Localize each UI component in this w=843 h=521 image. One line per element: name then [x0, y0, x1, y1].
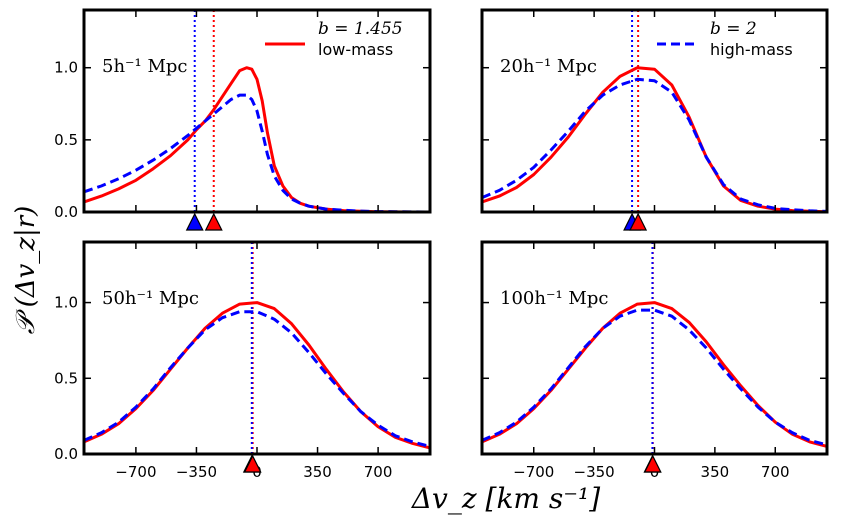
x-tick-label: −350 — [176, 463, 217, 481]
panel-title: 20h⁻¹ Mpc — [500, 56, 597, 77]
x-tick-label: −700 — [513, 463, 554, 481]
series-line-high-mass — [482, 308, 827, 447]
series-line-high-mass — [84, 310, 430, 448]
series-line-low-mass — [482, 301, 827, 448]
panel-frame — [82, 240, 432, 456]
panel-4: −700−3500350700100h⁻¹ Mpc — [480, 240, 829, 481]
x-axis-label: Δv_z [km s⁻¹] — [411, 482, 600, 515]
y-tick-label: 0.5 — [54, 131, 78, 149]
triangle-marker-low-mass — [643, 454, 662, 473]
series-line-high-mass — [482, 77, 827, 212]
y-axis-label: 𝒫 (Δv_z|r) — [11, 206, 41, 335]
panel-title: 5h⁻¹ Mpc — [102, 56, 188, 77]
legend-label: high-mass — [710, 40, 793, 59]
plot-area — [482, 242, 827, 454]
triangle-marker-low-mass — [629, 212, 648, 231]
plot-area — [84, 242, 430, 454]
legend-label: low-mass — [318, 40, 393, 59]
legend-title: b = 1.455 — [318, 19, 403, 39]
panel-title: 100h⁻¹ Mpc — [500, 288, 608, 309]
x-tick-label: 700 — [761, 463, 790, 481]
legend-title: b = 2 — [710, 19, 757, 39]
y-tick-label: 1.0 — [54, 59, 78, 77]
x-tick-label: 350 — [701, 463, 730, 481]
series-line-high-mass — [84, 93, 430, 212]
series-line-low-mass — [84, 301, 430, 450]
series-line-low-mass — [84, 66, 430, 212]
x-tick-label: −700 — [115, 463, 156, 481]
panel-3: 0.00.51.0−700−350035070050h⁻¹ Mpc — [54, 240, 432, 481]
triangle-marker-high-mass — [185, 212, 204, 231]
y-tick-label: 0.5 — [54, 369, 78, 387]
y-tick-label: 1.0 — [54, 294, 78, 312]
y-tick-label: 0.0 — [54, 203, 78, 221]
y-tick-label: 0.0 — [54, 445, 78, 463]
panel-title: 50h⁻¹ Mpc — [102, 288, 199, 309]
plot-area — [482, 10, 827, 212]
triangle-marker-low-mass — [243, 454, 262, 473]
x-tick-label: 700 — [364, 463, 393, 481]
x-tick-label: 350 — [303, 463, 332, 481]
triangle-marker-low-mass — [204, 212, 223, 231]
x-tick-label: −350 — [574, 463, 615, 481]
series-line-low-mass — [482, 66, 827, 212]
